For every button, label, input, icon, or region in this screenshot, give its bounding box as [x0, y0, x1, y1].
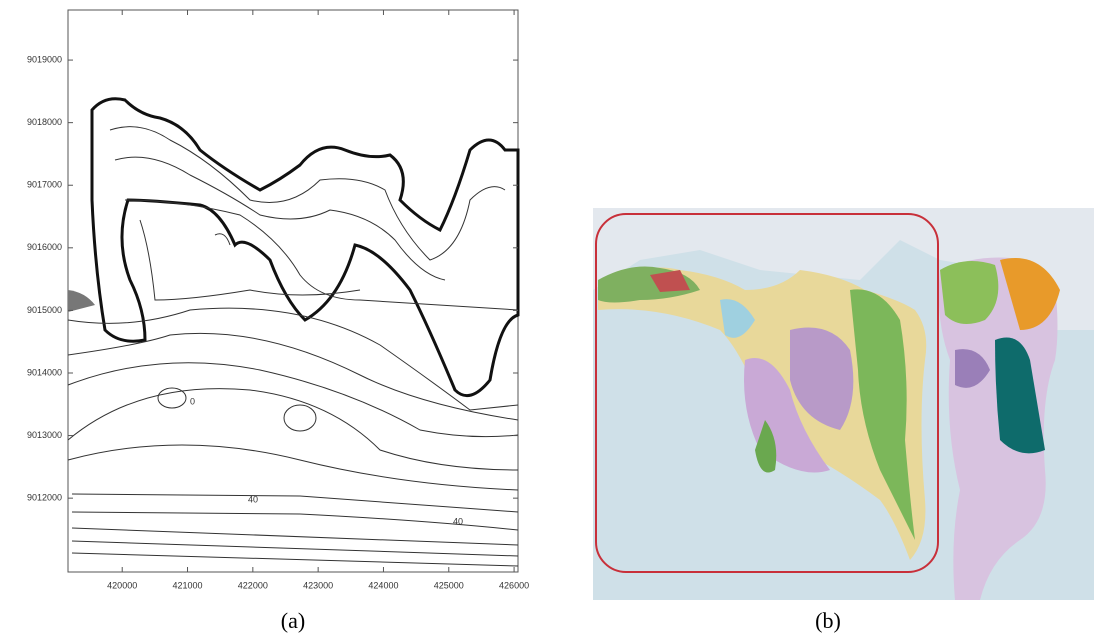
y-tick-label: 9018000: [27, 117, 62, 127]
y-tick-label: 9015000: [27, 305, 62, 315]
contour-label: 40: [248, 494, 258, 504]
land: [940, 261, 998, 324]
x-tick-label: 424000: [368, 580, 398, 590]
caption: (b): [815, 608, 841, 633]
x-tick-label: 425000: [434, 580, 464, 590]
x-tick-label: 421000: [172, 580, 202, 590]
x-tick-label: 423000: [303, 580, 333, 590]
y-tick-label: 9019000: [27, 54, 62, 64]
land-use-map: [593, 208, 1094, 600]
figure: 0 40 40 420000 421000 422000 423000 424000 42…: [0, 0, 1094, 641]
contour-label: 0: [190, 396, 195, 406]
y-tick-label: 9014000: [27, 367, 62, 377]
y-tick-label: 9012000: [27, 493, 62, 503]
caption: (a): [281, 608, 305, 633]
x-tick-label: 426000: [499, 580, 529, 590]
contour-label: 40: [453, 516, 463, 526]
y-tick-label: 9013000: [27, 430, 62, 440]
y-tick-label: 9017000: [27, 180, 62, 190]
x-tick-label: 422000: [238, 580, 268, 590]
y-tick-label: 9016000: [27, 242, 62, 252]
contour-map: 0 40 40 420000 421000 422000 423000 424000 42…: [27, 10, 529, 590]
x-tick-label: 420000: [107, 580, 137, 590]
